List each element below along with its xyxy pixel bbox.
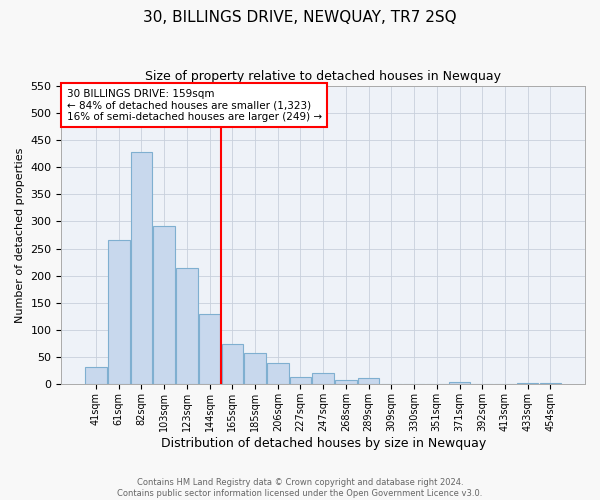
Bar xyxy=(154,226,175,384)
X-axis label: Distribution of detached houses by size in Newquay: Distribution of detached houses by size … xyxy=(161,437,486,450)
Bar xyxy=(313,374,334,384)
Bar xyxy=(176,268,197,384)
Bar xyxy=(244,353,266,384)
Bar xyxy=(131,152,152,384)
Bar xyxy=(108,240,130,384)
Y-axis label: Number of detached properties: Number of detached properties xyxy=(15,147,25,322)
Bar xyxy=(221,344,243,384)
Text: 30 BILLINGS DRIVE: 159sqm
← 84% of detached houses are smaller (1,323)
16% of se: 30 BILLINGS DRIVE: 159sqm ← 84% of detac… xyxy=(67,88,322,122)
Text: 30, BILLINGS DRIVE, NEWQUAY, TR7 2SQ: 30, BILLINGS DRIVE, NEWQUAY, TR7 2SQ xyxy=(143,10,457,25)
Bar xyxy=(290,376,311,384)
Title: Size of property relative to detached houses in Newquay: Size of property relative to detached ho… xyxy=(145,70,501,83)
Bar xyxy=(539,383,561,384)
Bar xyxy=(199,314,220,384)
Bar xyxy=(358,378,379,384)
Bar xyxy=(85,367,107,384)
Bar xyxy=(335,380,357,384)
Bar xyxy=(517,382,538,384)
Text: Contains HM Land Registry data © Crown copyright and database right 2024.
Contai: Contains HM Land Registry data © Crown c… xyxy=(118,478,482,498)
Bar xyxy=(267,362,289,384)
Bar xyxy=(449,382,470,384)
